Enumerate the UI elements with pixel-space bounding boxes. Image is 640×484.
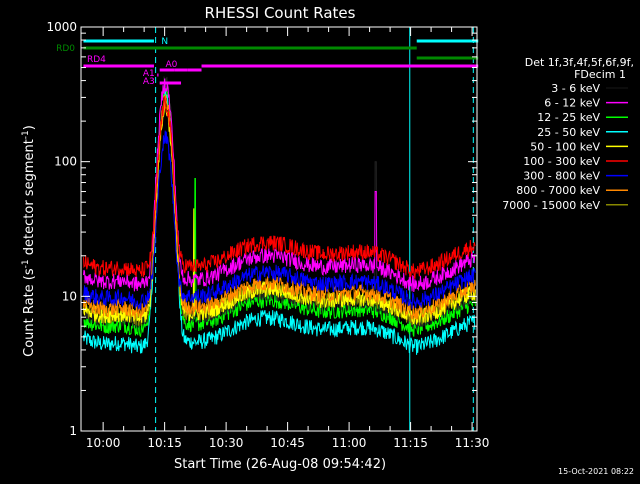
footer-timestamp: 15-Oct-2021 08:22 xyxy=(558,467,634,476)
legend-label-3: 25 - 50 keV xyxy=(537,126,600,139)
legend-label-5: 100 - 300 keV xyxy=(523,155,600,168)
plot-frame xyxy=(80,26,478,432)
legend-label-1: 6 - 12 keV xyxy=(544,97,600,110)
legend-label-6: 300 - 800 keV xyxy=(523,170,600,183)
x-tick-label-1: 10:15 xyxy=(147,436,182,450)
flag-label-0: N xyxy=(161,37,168,47)
legend-header-detectors: Det 1f,3f,4f,5f,6f,9f, xyxy=(525,56,634,69)
flag-label-1: RD0 xyxy=(56,44,75,54)
y-tick-label-2: 100 xyxy=(54,155,77,169)
legend-label-0: 3 - 6 keV xyxy=(551,82,600,95)
series-line-5 xyxy=(83,96,476,279)
legend-label-2: 12 - 25 keV xyxy=(537,111,600,124)
legend-label-8: 7000 - 15000 keV xyxy=(502,199,600,212)
y-axis-label-sup2: -1 xyxy=(21,130,31,139)
flag-label-4: A0 xyxy=(165,60,177,70)
legend-label-4: 50 - 100 keV xyxy=(530,140,600,153)
x-tick-label-5: 11:15 xyxy=(393,436,428,450)
x-tick-label-6: 11:30 xyxy=(455,436,490,450)
y-axis-label: Count Rate (s-1 detector segment-1) xyxy=(21,125,37,357)
y-axis-label-mid: detector segment xyxy=(22,139,37,259)
axes: 1 10 100 1000 10:00 10:15 10:30 10:45 11:00 11:15… xyxy=(46,20,489,450)
y-tick-label-0: 1 xyxy=(69,424,77,438)
series-line-3 xyxy=(83,89,476,355)
series-line-1 xyxy=(83,78,476,293)
y-axis-label-end: ) xyxy=(22,125,37,130)
series-line-6 xyxy=(83,130,476,310)
y-tick-label-3: 1000 xyxy=(46,20,77,34)
x-tick-label-2: 10:30 xyxy=(209,436,244,450)
x-tick-label-0: 10:00 xyxy=(86,436,121,450)
x-tick-label-4: 11:00 xyxy=(332,436,367,450)
y-axis-label-main: Count Rate (s xyxy=(22,268,37,357)
legend-label-7: 800 - 7000 keV xyxy=(516,184,600,197)
legend: Det 1f,3f,4f,5f,6f,9f, FDecim 1 3 - 6 ke… xyxy=(502,56,634,212)
chart-title: RHESSI Count Rates xyxy=(205,4,356,22)
x-tick-label-3: 10:45 xyxy=(270,436,305,450)
y-tick-label-1: 10 xyxy=(62,289,77,303)
flag-label-6: A3 xyxy=(143,77,155,87)
x-axis-label: Start Time (26-Aug-08 09:54:42) xyxy=(174,457,386,472)
legend-header-decimation: FDecim 1 xyxy=(574,68,626,81)
y-axis-label-sup1: -1 xyxy=(21,259,31,268)
flag-label-3: RD4 xyxy=(87,55,106,65)
flag-label-5: A1 xyxy=(143,69,155,79)
